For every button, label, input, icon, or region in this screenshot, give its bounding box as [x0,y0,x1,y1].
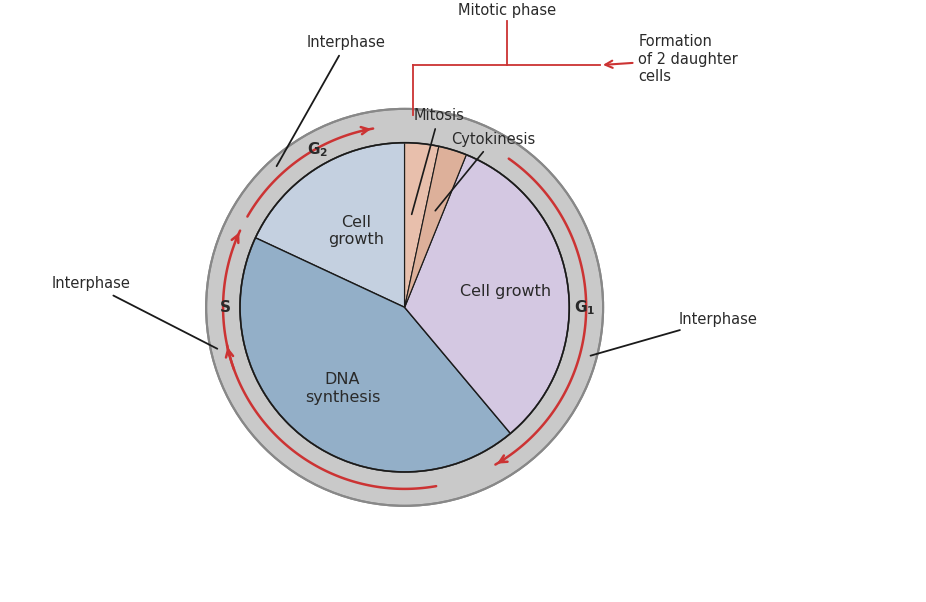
Text: Mitosis: Mitosis [412,108,464,214]
Wedge shape [240,238,510,472]
Text: Interphase: Interphase [277,36,386,166]
Circle shape [240,143,569,472]
Text: $\mathbf{S}$: $\mathbf{S}$ [219,299,231,315]
Circle shape [206,109,603,506]
Text: Cytokinesis: Cytokinesis [435,132,535,211]
Text: $\mathbf{G_1}$: $\mathbf{G_1}$ [574,298,595,317]
Text: Formation
of 2 daughter
cells: Formation of 2 daughter cells [606,34,738,84]
Text: Mitotic phase: Mitotic phase [457,4,556,19]
Text: Interphase: Interphase [51,276,218,349]
Wedge shape [256,143,405,308]
Text: Cell
growth: Cell growth [328,215,384,247]
Text: $\mathbf{G_2}$: $\mathbf{G_2}$ [307,141,328,160]
Wedge shape [405,146,467,308]
Text: Cell growth: Cell growth [460,284,551,299]
Wedge shape [405,155,569,433]
Wedge shape [405,143,439,308]
Text: Interphase: Interphase [591,311,757,356]
Text: DNA
synthesis: DNA synthesis [305,372,380,405]
